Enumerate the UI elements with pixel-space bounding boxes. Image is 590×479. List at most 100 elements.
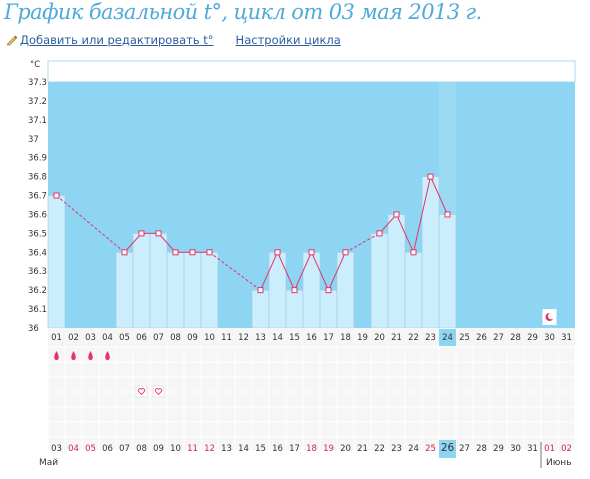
temperature-point: [206, 249, 213, 256]
temperature-bar: [387, 214, 406, 329]
y-tick-label: 37: [28, 135, 39, 145]
temperature-line-segment: [311, 252, 329, 291]
temperature-line-segment: [124, 233, 142, 253]
pencil-icon: [6, 34, 18, 49]
date-label: 29: [493, 444, 504, 454]
temperature-line-segment: [294, 252, 312, 291]
date-label: 01: [544, 444, 555, 454]
date-label: 19: [323, 444, 334, 454]
y-axis-unit: °C: [30, 60, 40, 70]
cycle-day-label: 10: [204, 333, 215, 343]
moon-icon-cutout: [548, 312, 555, 320]
cycle-day-label: 14: [272, 333, 283, 343]
temperature-bar: [132, 233, 151, 329]
cycle-settings-link[interactable]: Настройки цикла: [235, 33, 341, 47]
date-label: 28: [476, 444, 487, 454]
date-label: 27: [459, 444, 470, 454]
date-label: 21: [357, 444, 368, 454]
date-label: 08: [136, 444, 147, 454]
date-label: 23: [391, 444, 402, 454]
y-tick-label: 36.7: [28, 192, 47, 202]
temperature-point: [189, 249, 196, 256]
temperature-bar: [285, 289, 304, 329]
cycle-day-label: 23: [425, 333, 436, 343]
y-tick-label: 36: [28, 324, 39, 334]
y-tick-label: 36.2: [28, 286, 47, 296]
chart-actions: Добавить или редактировать t° Настройки ц…: [6, 33, 341, 49]
intercourse-marker-box: [135, 385, 148, 398]
month-label-may: Май: [39, 458, 59, 468]
temperature-point: [291, 287, 298, 294]
temperature-point: [121, 249, 128, 256]
y-tick-label: 36.8: [28, 173, 47, 183]
cycle-day-label: 06: [136, 333, 147, 343]
temperature-point: [427, 173, 434, 180]
cycle-day-label: 05: [119, 333, 130, 343]
temperature-point: [172, 249, 179, 256]
date-label: 11: [187, 444, 198, 454]
temperature-bar: [166, 252, 185, 329]
cycle-day-label: 26: [476, 333, 487, 343]
date-label: 13: [221, 444, 232, 454]
cycle-day-label: 31: [561, 333, 572, 343]
temperature-bar: [268, 252, 287, 329]
menstruation-icon: [88, 351, 93, 360]
date-label: 10: [170, 444, 181, 454]
date-label: 05: [85, 444, 96, 454]
lower-grid-background: [48, 328, 575, 450]
temperature-point: [325, 287, 332, 294]
cycle-day-label: 29: [527, 333, 538, 343]
temperature-point: [444, 211, 451, 218]
cycle-day-label: 16: [306, 333, 317, 343]
y-tick-label: 37.3: [28, 78, 47, 88]
temperature-line-segment: [328, 252, 346, 291]
cycle-day-label: 19: [357, 333, 368, 343]
temperature-bar: [149, 233, 168, 329]
intercourse-marker-box: [152, 385, 165, 398]
y-tick-label: 37.2: [28, 97, 47, 107]
date-label: 24: [408, 444, 419, 454]
date-label: 17: [289, 444, 300, 454]
cycle-day-label: 13: [255, 333, 266, 343]
y-tick-label: 37.1: [28, 116, 47, 126]
menstruation-icon: [105, 351, 110, 360]
add-edit-temperature-link[interactable]: Добавить или редактировать t°: [20, 33, 214, 47]
page-title: График базальной t°, цикл от 03 мая 2013…: [4, 0, 482, 24]
month-label-june: Июнь: [546, 458, 572, 468]
temperature-bar: [47, 195, 66, 329]
temperature-bar: [302, 252, 321, 329]
temperature-bar: [421, 176, 440, 329]
temperature-point: [308, 249, 315, 256]
temperature-point: [274, 249, 281, 256]
y-tick-label: 36.3: [28, 267, 47, 277]
temperature-bar: [438, 214, 457, 329]
temperature-point: [410, 249, 417, 256]
date-label: 06: [102, 444, 113, 454]
temperature-line-segment: [379, 214, 397, 234]
temperature-point: [53, 192, 60, 199]
cycle-day-label: 17: [323, 333, 334, 343]
date-label: 25: [425, 444, 436, 454]
cycle-day-label: 24: [442, 333, 453, 343]
cycle-day-label: 30: [544, 333, 555, 343]
temperature-point: [155, 230, 162, 237]
date-label: 20: [340, 444, 351, 454]
heart-icon: [154, 388, 163, 396]
cycle-day-label: 07: [153, 333, 164, 343]
temperature-bar: [251, 289, 270, 329]
temperature-bar: [336, 252, 355, 329]
temperature-bar: [319, 289, 338, 329]
temperature-point: [393, 211, 400, 218]
date-label: 31: [527, 444, 538, 454]
today-date-highlight: [439, 440, 456, 458]
cycle-day-label: 27: [493, 333, 504, 343]
date-label: 02: [561, 444, 572, 454]
cycle-day-label: 25: [459, 333, 470, 343]
date-label: 15: [255, 444, 266, 454]
date-label: 16: [272, 444, 283, 454]
temperature-point: [376, 230, 383, 237]
temperature-point: [138, 230, 145, 237]
cycle-day-label: 11: [221, 333, 232, 343]
temperature-line-segment: [209, 251, 261, 291]
date-label: 18: [306, 444, 317, 454]
